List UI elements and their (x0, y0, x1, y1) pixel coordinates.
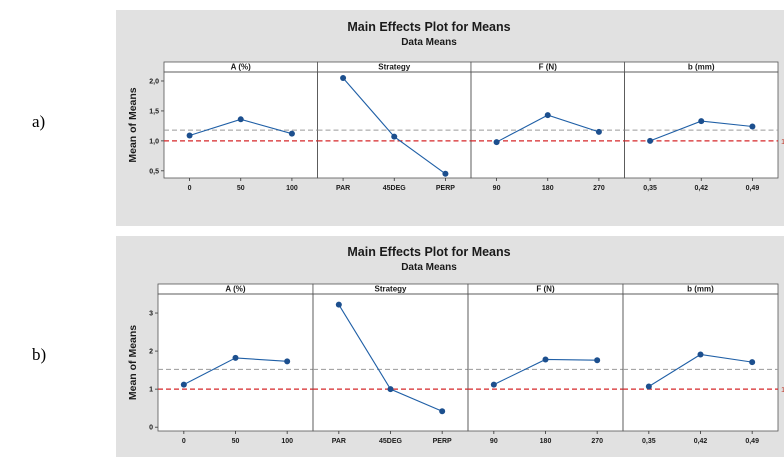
figure-label-b: b) (32, 345, 47, 364)
main-effects-chart-a: Main Effects Plot for Means Data Means Mea… (116, 10, 784, 226)
x-tick-label: 0,49 (745, 438, 759, 445)
panel-title: b (mm) (687, 285, 714, 294)
data-point (595, 128, 602, 135)
x-tick-label: 180 (540, 438, 552, 445)
x-tick-label: 0,35 (643, 185, 657, 192)
data-point (645, 383, 652, 390)
data-point (698, 118, 705, 125)
x-tick-label: 45DEG (383, 185, 407, 192)
x-tick-label: 100 (281, 438, 293, 445)
x-tick-label: 0 (182, 438, 186, 445)
panel-title: F (N) (536, 285, 555, 294)
x-tick-label: 0,42 (694, 185, 708, 192)
y-axis-label: Mean of Means (127, 325, 139, 400)
data-point (340, 74, 347, 81)
panel-title: Strategy (378, 63, 411, 72)
x-tick-label: 270 (593, 185, 605, 192)
chart-title: Main Effects Plot for Means (347, 245, 510, 259)
chart-subtitle: Data Means (401, 37, 457, 48)
y-axis-label: Mean of Means (127, 87, 139, 162)
y-tick-label: 2,0 (149, 78, 159, 85)
data-point (647, 137, 654, 144)
x-tick-label: 270 (591, 438, 603, 445)
data-point (387, 386, 394, 393)
y-tick-label: 1,0 (149, 138, 159, 145)
y-tick-label: 1,5 (149, 108, 159, 115)
figure-label-a: a) (32, 112, 46, 131)
data-point (490, 381, 497, 388)
y-tick-label: 2 (149, 349, 153, 356)
data-point (284, 358, 291, 365)
data-point (180, 381, 187, 388)
reference-line-label: 1 (781, 385, 784, 394)
x-tick-label: 0,49 (746, 185, 760, 192)
x-tick-label: PAR (332, 438, 346, 445)
y-tick-label: 3 (149, 311, 153, 318)
data-point (232, 354, 239, 361)
data-point (335, 301, 342, 308)
main-effects-chart-b: Main Effects Plot for Means Data Means Mea… (116, 236, 784, 457)
y-tick-label: 0 (149, 425, 153, 432)
panel-title: A (%) (225, 285, 245, 294)
data-point (288, 130, 295, 137)
x-tick-label: 180 (542, 185, 554, 192)
data-point (237, 116, 244, 123)
x-tick-label: 100 (286, 185, 298, 192)
panel-title: A (%) (231, 63, 251, 72)
data-point (544, 112, 551, 119)
panel-title: Strategy (374, 285, 407, 294)
x-tick-label: 90 (490, 438, 498, 445)
reference-line-label: 1 (781, 137, 784, 146)
data-point (186, 132, 193, 139)
data-point (493, 139, 500, 146)
x-tick-label: PERP (433, 438, 452, 445)
data-point (442, 170, 449, 177)
panel-title: b (mm) (688, 63, 715, 72)
chart-title: Main Effects Plot for Means (347, 20, 510, 34)
data-point (391, 133, 398, 140)
panel-title: F (N) (539, 63, 558, 72)
data-point (697, 351, 704, 358)
x-tick-label: PAR (336, 185, 350, 192)
data-point (749, 123, 756, 130)
chart-subtitle: Data Means (401, 262, 457, 273)
x-tick-label: 50 (232, 438, 240, 445)
x-tick-label: 90 (493, 185, 501, 192)
x-tick-label: PERP (436, 185, 455, 192)
x-tick-label: 45DEG (379, 438, 403, 445)
data-point (749, 359, 756, 366)
y-tick-label: 0,5 (149, 168, 159, 175)
x-tick-label: 0,35 (642, 438, 656, 445)
data-point (439, 408, 446, 415)
x-tick-label: 50 (237, 185, 245, 192)
y-tick-label: 1 (149, 387, 153, 394)
data-point (542, 356, 549, 363)
data-point (594, 357, 601, 364)
x-tick-label: 0,42 (694, 438, 708, 445)
x-tick-label: 0 (188, 185, 192, 192)
